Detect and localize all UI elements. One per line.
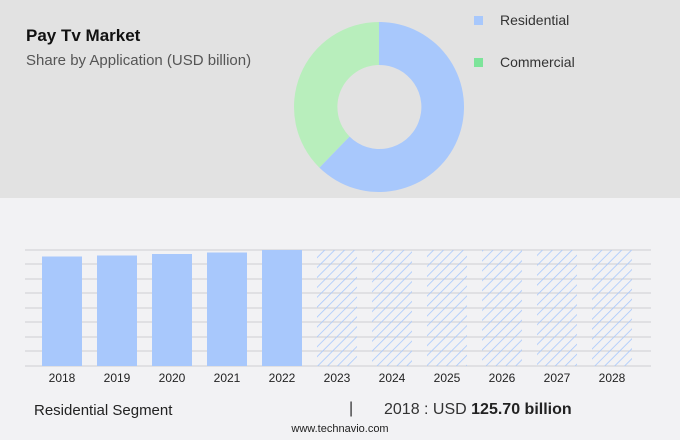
x-label: 2027 (543, 371, 571, 385)
segment-year-prefix: 2018 : USD (384, 401, 472, 418)
x-label: 2028 (598, 371, 626, 385)
x-label: 2022 (268, 371, 296, 385)
x-label: 2025 (433, 371, 461, 385)
bars-forecast (317, 250, 632, 366)
x-label: 2020 (158, 371, 186, 385)
x-label: 2026 (488, 371, 516, 385)
x-label: 2019 (103, 371, 131, 385)
bars-actual (42, 250, 302, 366)
donut-chart (294, 22, 464, 192)
legend-item-residential: Residential (474, 10, 575, 30)
x-label: 2021 (213, 371, 241, 385)
x-axis-labels: 2018 2019 2020 2021 2022 2023 2024 2025 … (0, 371, 680, 387)
bar-2024 (372, 250, 412, 366)
website-link[interactable]: www.technavio.com (291, 423, 389, 435)
legend-label: Residential (500, 12, 570, 28)
segment-value: 2018 : USD 125.70 billion (384, 401, 572, 419)
legend-item-commercial: Commercial (474, 52, 575, 72)
legend: Residential Commercial (474, 10, 575, 94)
x-label: 2023 (323, 371, 351, 385)
bar-2027 (537, 250, 577, 366)
bar-2020 (152, 254, 192, 366)
bar-2021 (207, 252, 247, 366)
x-label: 2024 (378, 371, 406, 385)
segment-value-amount: 125.70 billion (471, 401, 572, 418)
bar-2019 (97, 255, 137, 366)
legend-label: Commercial (500, 54, 575, 70)
segment-label: Residential Segment (34, 402, 173, 419)
bar-2018 (42, 256, 82, 366)
legend-swatch-residential (474, 15, 483, 25)
legend-swatch-commercial (474, 57, 483, 67)
bar-2023 (317, 250, 357, 366)
bar-2025 (427, 250, 467, 366)
bar-2028 (592, 250, 632, 366)
footer-separator: | (349, 400, 354, 417)
chart-subtitle: Share by Application (USD billion) (26, 52, 252, 69)
donut-slice-residential (319, 22, 464, 192)
x-label: 2018 (48, 371, 76, 385)
bar-2022 (262, 250, 302, 366)
bar-2026 (482, 250, 522, 366)
chart-title: Pay Tv Market (26, 26, 141, 45)
donut-slice-commercial (294, 22, 379, 168)
